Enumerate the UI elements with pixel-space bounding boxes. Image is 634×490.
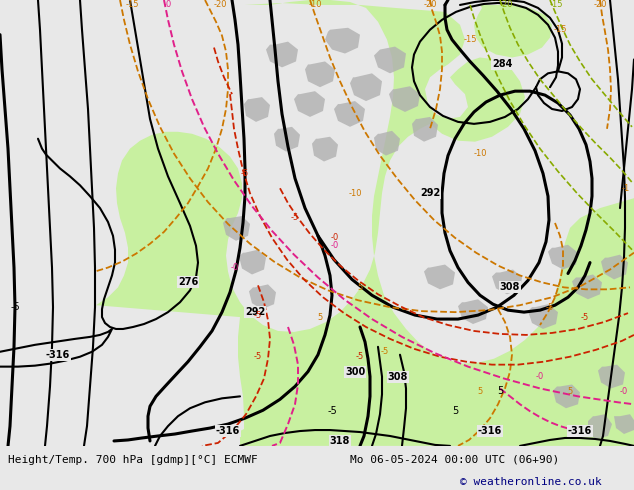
Polygon shape: [96, 0, 634, 446]
Text: -15: -15: [463, 35, 477, 44]
Polygon shape: [223, 216, 250, 241]
Text: 318: 318: [330, 436, 350, 446]
Polygon shape: [240, 387, 634, 446]
Text: 5: 5: [452, 406, 458, 416]
Text: 5: 5: [567, 387, 573, 396]
Text: -15: -15: [549, 0, 563, 9]
Text: -5: -5: [327, 406, 337, 416]
Text: -1: -1: [622, 184, 630, 193]
Text: 308: 308: [500, 282, 520, 293]
Polygon shape: [334, 101, 365, 127]
Polygon shape: [553, 385, 580, 408]
Polygon shape: [374, 47, 406, 74]
Polygon shape: [474, 5, 552, 57]
Text: -10: -10: [308, 0, 321, 9]
Polygon shape: [614, 414, 634, 434]
Text: -15: -15: [553, 25, 567, 34]
Text: -5: -5: [241, 169, 249, 178]
Text: -0: -0: [231, 263, 239, 272]
Text: 5: 5: [497, 387, 503, 396]
Text: -20: -20: [213, 0, 227, 9]
Polygon shape: [249, 284, 276, 309]
Text: 284: 284: [492, 59, 512, 70]
Polygon shape: [528, 304, 558, 329]
Text: © weatheronline.co.uk: © weatheronline.co.uk: [460, 477, 602, 487]
Text: -316: -316: [46, 350, 70, 360]
Polygon shape: [244, 97, 270, 122]
Text: -316: -316: [478, 426, 502, 436]
Polygon shape: [412, 117, 438, 142]
Polygon shape: [389, 86, 420, 112]
Polygon shape: [374, 131, 400, 155]
Polygon shape: [294, 91, 325, 117]
Text: -5: -5: [254, 311, 262, 319]
Text: 292: 292: [245, 307, 265, 317]
Text: -5: -5: [381, 347, 389, 356]
Text: -316: -316: [216, 426, 240, 436]
Text: -0: -0: [331, 241, 339, 250]
Text: -0: -0: [620, 387, 628, 396]
Text: -10: -10: [473, 149, 487, 158]
Text: 276: 276: [178, 277, 198, 288]
Text: -0: -0: [331, 233, 339, 243]
Polygon shape: [239, 250, 266, 274]
Text: -316: -316: [568, 426, 592, 436]
Polygon shape: [424, 265, 455, 289]
Text: 308: 308: [388, 371, 408, 382]
Polygon shape: [325, 28, 360, 53]
Polygon shape: [312, 137, 338, 162]
Polygon shape: [350, 74, 382, 101]
Text: -20: -20: [499, 0, 513, 9]
Text: -5: -5: [10, 302, 20, 312]
Text: -15: -15: [126, 0, 139, 9]
Text: -0: -0: [536, 372, 544, 381]
Polygon shape: [274, 127, 300, 151]
Polygon shape: [548, 245, 578, 270]
Text: -5: -5: [356, 352, 364, 361]
Polygon shape: [598, 365, 625, 389]
Text: -10: -10: [348, 189, 362, 198]
Text: 5: 5: [358, 283, 363, 292]
Text: -0: -0: [164, 0, 172, 9]
Text: -20: -20: [593, 0, 607, 9]
Text: Mo 06-05-2024 00:00 UTC (06+90): Mo 06-05-2024 00:00 UTC (06+90): [350, 455, 559, 465]
Polygon shape: [458, 299, 488, 324]
Text: -5: -5: [254, 352, 262, 361]
Polygon shape: [532, 332, 580, 374]
Text: -20: -20: [424, 0, 437, 9]
Text: 5: 5: [318, 313, 323, 321]
Text: 292: 292: [420, 188, 440, 198]
Text: Height/Temp. 700 hPa [gdmp][°C] ECMWF: Height/Temp. 700 hPa [gdmp][°C] ECMWF: [8, 455, 258, 465]
Polygon shape: [305, 61, 335, 87]
Text: -5: -5: [581, 313, 589, 321]
Polygon shape: [588, 414, 612, 439]
Polygon shape: [572, 274, 602, 299]
Text: 300: 300: [345, 367, 365, 377]
Text: -5: -5: [546, 303, 554, 312]
Polygon shape: [492, 270, 522, 294]
Text: -5: -5: [291, 214, 299, 222]
Polygon shape: [601, 255, 628, 279]
Polygon shape: [266, 42, 298, 68]
Text: 5: 5: [477, 387, 482, 396]
